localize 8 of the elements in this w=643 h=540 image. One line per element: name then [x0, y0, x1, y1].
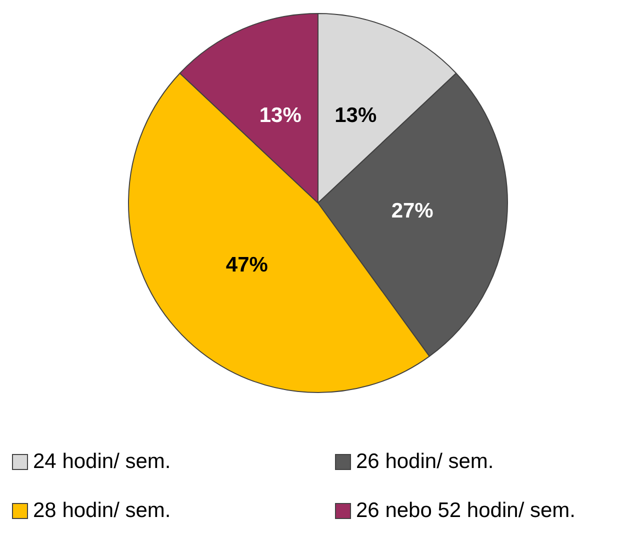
legend-label: 24 hodin/ sem. [33, 450, 171, 474]
data-label: 13% [259, 104, 302, 127]
legend-label: 26 hodin/ sem. [356, 450, 494, 474]
legend-label: 28 hodin/ sem. [33, 499, 171, 523]
data-label: 27% [391, 200, 434, 223]
data-label: 47% [226, 253, 268, 276]
legend-label: 26 nebo 52 hodin/ sem. [356, 499, 576, 523]
data-label: 13% [334, 104, 377, 127]
